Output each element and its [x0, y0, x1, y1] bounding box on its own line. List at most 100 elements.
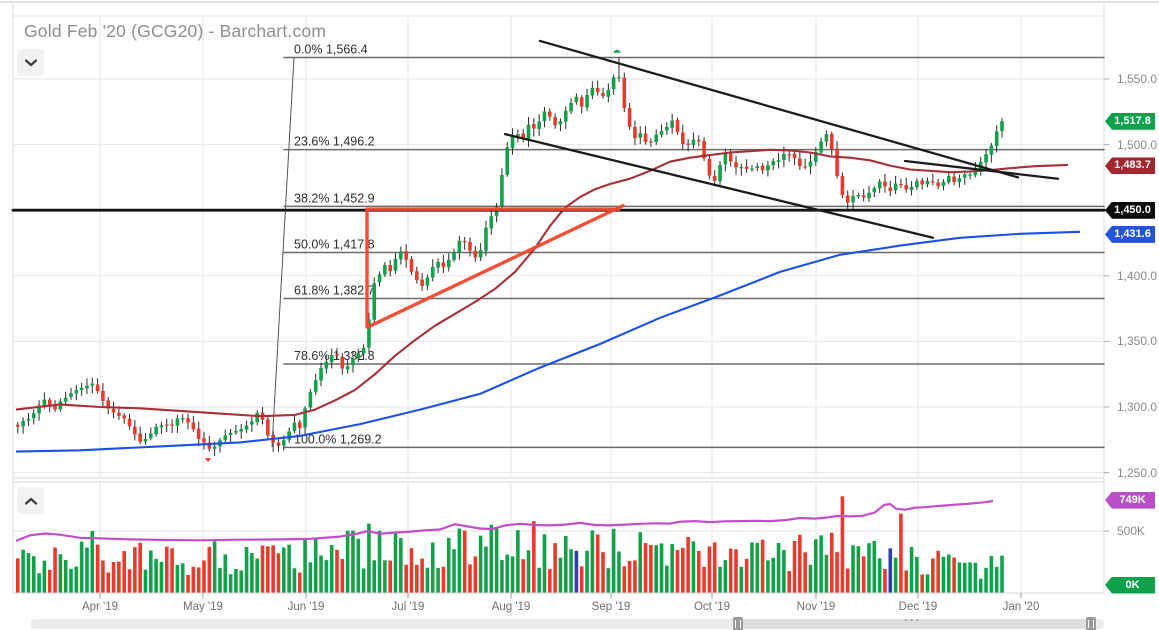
candle	[542, 111, 547, 122]
candle	[42, 399, 47, 406]
volume-bar	[133, 547, 137, 593]
candle	[319, 367, 323, 381]
scrollbar-thumb[interactable]	[738, 619, 1090, 629]
volume-bar	[383, 560, 387, 593]
volume-bar	[117, 561, 121, 593]
candle	[611, 77, 616, 90]
volume-bar	[766, 560, 770, 593]
chevron-up-icon	[24, 493, 37, 508]
volume-bar	[478, 535, 483, 593]
candle	[989, 145, 994, 155]
candle	[69, 393, 73, 397]
candle	[931, 181, 935, 183]
volume-bar	[787, 571, 791, 593]
volume-bar	[835, 552, 839, 593]
candle	[494, 207, 499, 217]
chart-title: Gold Feb '20 (GCG20) - Barchart.com	[24, 21, 327, 41]
candle	[899, 184, 903, 186]
volume-bar	[803, 552, 807, 593]
volume-bar	[585, 550, 589, 593]
fibonacci-level-label: 23.6% 1,496.2	[294, 135, 375, 149]
volume-bar	[877, 558, 882, 593]
candle	[728, 153, 733, 162]
volume-bar	[888, 548, 893, 593]
candle	[122, 415, 126, 419]
candle	[329, 354, 334, 363]
volume-bar	[63, 560, 68, 593]
candle	[303, 408, 307, 428]
volume-bar	[696, 550, 701, 593]
volume-bar	[313, 539, 318, 593]
volume-bar	[856, 546, 861, 593]
candle	[851, 196, 855, 203]
candle	[516, 134, 520, 137]
candle	[521, 133, 525, 139]
price-axis-label: 1,550.0	[1117, 72, 1158, 86]
candle	[16, 424, 20, 427]
fibonacci-level-label: 0.0% 1,566.4	[294, 42, 368, 56]
candle	[282, 440, 286, 446]
volume-bar	[872, 540, 877, 593]
volume-bar	[537, 567, 541, 593]
volume-bar	[494, 528, 499, 593]
volume-bar	[734, 549, 738, 593]
volume-bar	[372, 560, 377, 593]
collapse-volume-panel-button[interactable]	[17, 487, 44, 514]
volume-bar	[899, 513, 903, 593]
candle	[356, 353, 361, 359]
volume-bar	[271, 545, 275, 593]
volume-bar	[548, 569, 552, 593]
scrollbar-track[interactable]	[30, 619, 1104, 629]
swing-low-marker	[205, 458, 211, 463]
candle	[478, 250, 483, 258]
volume-bar	[521, 559, 525, 593]
candle	[228, 432, 233, 436]
scrollbar-right-handle[interactable]	[1086, 617, 1096, 630]
volume-bar	[420, 558, 424, 593]
price-axis-label: 1,500.0	[1117, 137, 1158, 152]
volume-bar	[446, 537, 451, 593]
volume-bar	[345, 530, 350, 593]
candle	[297, 422, 302, 429]
volume-bar	[367, 523, 371, 593]
candle	[452, 252, 456, 260]
candle	[787, 154, 791, 156]
volume-bar	[53, 547, 57, 593]
collapse-main-panel-button[interactable]	[17, 49, 44, 76]
volume-bar	[845, 568, 850, 593]
volume-bar	[505, 554, 510, 593]
candle	[79, 387, 84, 390]
volume-bar	[404, 564, 408, 593]
candle	[569, 102, 573, 112]
volume-bar	[627, 560, 632, 593]
candle	[250, 421, 254, 425]
candle	[776, 160, 781, 162]
candle	[31, 413, 36, 419]
volume-bar	[69, 568, 73, 593]
scrollbar-left-handle[interactable]	[733, 617, 743, 630]
volume-bar	[58, 554, 63, 593]
volume-bar	[947, 554, 951, 593]
volume-bar	[542, 534, 547, 593]
candle	[606, 89, 611, 97]
candle	[393, 258, 398, 271]
candle	[399, 251, 403, 260]
volume-bar	[633, 560, 637, 593]
candle	[590, 87, 595, 96]
candle	[638, 133, 643, 138]
candle	[537, 121, 541, 129]
candle	[643, 133, 648, 142]
candle	[755, 166, 760, 169]
candle	[952, 176, 956, 183]
price-badge-drawn-horizontal-line: 1,450.0	[1105, 201, 1155, 219]
candle	[425, 277, 430, 286]
volume-bar	[111, 561, 116, 593]
volume-bar	[590, 530, 595, 593]
candle	[558, 121, 563, 125]
candle	[489, 216, 494, 229]
volume-bar	[500, 560, 504, 593]
volume-bar	[984, 567, 988, 593]
volume-bar	[659, 543, 664, 593]
candle	[170, 424, 174, 426]
